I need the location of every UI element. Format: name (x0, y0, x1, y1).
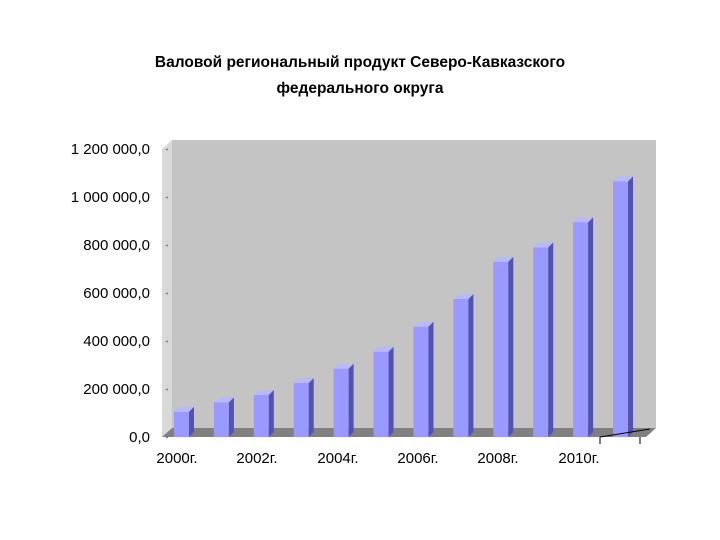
bar (174, 406, 194, 437)
floor (162, 428, 656, 437)
bar-front (413, 326, 429, 437)
bar-side (348, 363, 354, 437)
bar (453, 294, 474, 437)
y-tick-label: 400 000,0 (83, 333, 150, 350)
y-tick-label: 0,0 (129, 429, 150, 446)
y-axis-tick (165, 436, 169, 439)
bar-front (453, 299, 469, 437)
bar-top (493, 256, 514, 262)
bar-top (333, 363, 354, 369)
bar-side (228, 397, 234, 437)
y-axis-tick (165, 388, 169, 391)
bar-front (613, 181, 629, 437)
y-axis-tick (165, 148, 169, 151)
x-tick-label: 2006г. (397, 450, 438, 467)
bar (613, 176, 634, 437)
bar (573, 217, 594, 437)
y-tick-label: 200 000,0 (83, 381, 150, 398)
x-tick-label: 2000г. (156, 450, 197, 467)
y-tick-label: 1 200 000,0 (71, 141, 150, 158)
bar-side (428, 321, 434, 437)
bar-front (573, 222, 589, 437)
y-tick-label: 800 000,0 (83, 237, 150, 254)
chart-title-line-1: Валовой региональный продукт Северо-Кавк… (154, 54, 566, 71)
bar (253, 390, 274, 437)
x-tick-label: 2002г. (236, 450, 277, 467)
bar (213, 397, 234, 437)
bar-front (533, 247, 549, 437)
bar-side (548, 242, 554, 437)
bar-front (373, 351, 389, 437)
y-tick-label: 600 000,0 (83, 285, 150, 302)
y-axis-tick (165, 244, 169, 247)
bar-side (308, 378, 314, 437)
bar-front (174, 411, 189, 437)
x-tick-label: 2010г. (558, 450, 599, 467)
bar-top (573, 217, 594, 223)
side-wall (162, 140, 172, 437)
x-axis-edge (599, 428, 651, 438)
bar-top (613, 176, 634, 182)
bar-top (293, 378, 314, 383)
bar-top (453, 294, 474, 299)
bar-front (213, 402, 229, 437)
bar (333, 363, 354, 437)
chart-title-line-2: федерального округа (276, 80, 444, 97)
y-axis-tick (165, 292, 169, 295)
bar-side (189, 406, 194, 437)
x-tick-label: 2004г. (317, 450, 358, 467)
bar (493, 256, 514, 437)
bar-front (493, 261, 509, 437)
bar-top (373, 346, 394, 352)
bar (293, 378, 314, 437)
bar-side (508, 256, 514, 437)
bar-top (413, 321, 434, 327)
y-axis-tick (165, 340, 169, 343)
bar-front (293, 383, 309, 437)
bar-top (213, 397, 234, 403)
bar-side (388, 346, 394, 437)
bar (413, 321, 434, 437)
bar (533, 242, 554, 437)
y-axis-tick (165, 196, 169, 199)
bar-side (628, 176, 634, 437)
bar (373, 346, 394, 437)
bar-side (588, 217, 594, 437)
bar-front (253, 395, 269, 437)
x-tick-label: 2008г. (477, 450, 518, 467)
bar-side (468, 294, 474, 437)
y-tick-label: 1 000 000,0 (71, 189, 150, 206)
bar-front (333, 368, 349, 437)
bar-top (253, 390, 274, 395)
bar-side (268, 390, 274, 437)
bar-top (533, 242, 554, 248)
bar-top (174, 406, 194, 412)
